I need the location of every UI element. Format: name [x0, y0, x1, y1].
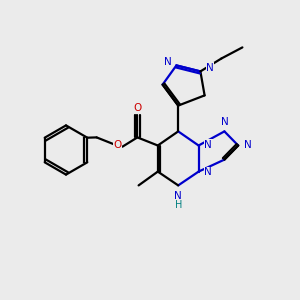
Text: N: N — [244, 140, 252, 151]
Text: H: H — [175, 200, 182, 210]
Text: N: N — [221, 117, 229, 128]
Text: N: N — [174, 191, 182, 201]
Text: N: N — [164, 57, 171, 68]
Text: N: N — [204, 167, 212, 177]
Text: O: O — [133, 103, 142, 113]
Text: N: N — [204, 140, 212, 150]
Text: N: N — [206, 63, 214, 73]
Text: O: O — [113, 140, 122, 150]
